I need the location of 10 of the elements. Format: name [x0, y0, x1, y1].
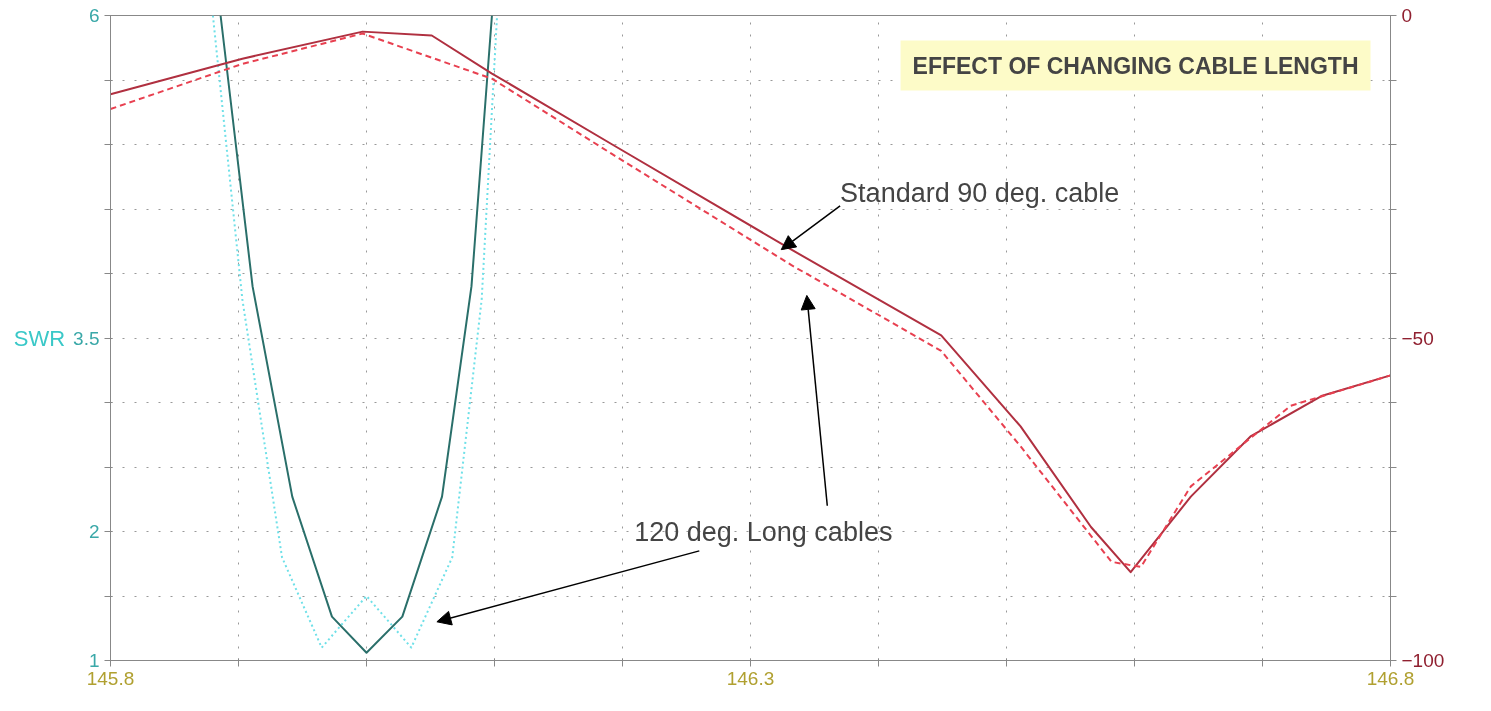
x-tick-label: 146.3	[726, 667, 775, 689]
annotation: 120 deg. Long cables	[634, 516, 893, 547]
y-tick-label: 6	[88, 5, 100, 26]
y-tick-label: 3.5	[73, 327, 100, 349]
y-tick-label: 2	[88, 521, 100, 542]
text: EFFECT OF CHANGING CABLE LENGTH	[912, 52, 1359, 79]
y-axis-title: SWR	[13, 325, 66, 351]
annotation: Standard 90 deg. cable	[840, 177, 1120, 208]
y2-tick-label: 0	[1401, 5, 1413, 26]
y2-tick-label: −50	[1401, 327, 1434, 349]
